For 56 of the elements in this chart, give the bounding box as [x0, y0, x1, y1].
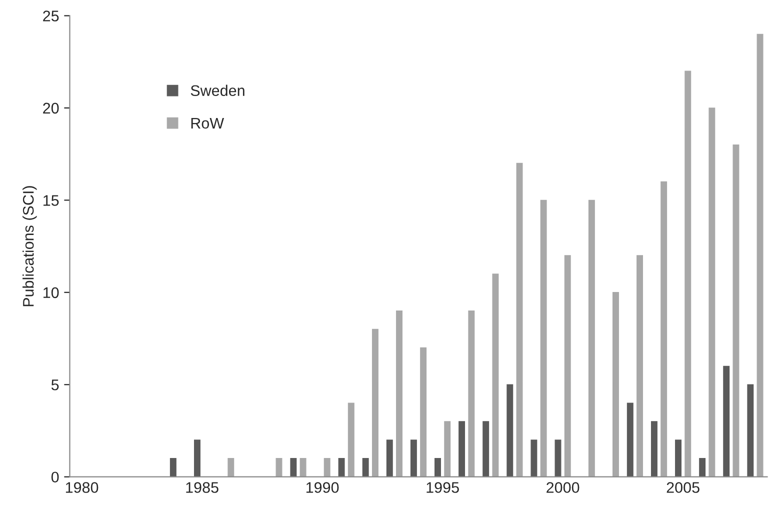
- x-tick-label: 1990: [306, 482, 339, 493]
- x-tick-label: 2000: [546, 482, 580, 493]
- x-tick-label: 1980: [66, 482, 98, 493]
- bar: [324, 458, 330, 477]
- legend-label: RoW: [191, 118, 224, 129]
- x-tick-label: 1995: [426, 482, 459, 493]
- legend-label: Sweden: [190, 84, 244, 96]
- y-tick-label: 0: [51, 472, 59, 483]
- bar: [626, 402, 634, 477]
- bar: [482, 421, 490, 477]
- y-tick-label: 5: [51, 380, 59, 390]
- bar: [588, 200, 595, 477]
- bar: [756, 34, 764, 477]
- bar: [699, 458, 706, 477]
- bar: [420, 347, 427, 477]
- bar: [636, 255, 644, 477]
- x-tick-label: 2005: [666, 482, 700, 493]
- y-tick-label: 20: [43, 102, 59, 114]
- bar: [300, 458, 306, 477]
- bar: [732, 144, 740, 477]
- bar: [338, 458, 345, 477]
- bar: [362, 458, 369, 477]
- bar: [650, 421, 658, 477]
- y-tick-label: 10: [44, 287, 59, 298]
- bar: [372, 328, 378, 477]
- bar: [540, 200, 547, 477]
- bar: [530, 440, 538, 477]
- bar: [747, 384, 754, 477]
- bar: [516, 162, 523, 477]
- bar: [444, 421, 451, 477]
- bar: [396, 310, 402, 477]
- bar: [492, 274, 499, 477]
- bar: [708, 108, 716, 477]
- bar: [290, 458, 297, 477]
- bar: [228, 458, 234, 477]
- bar: [276, 458, 282, 477]
- bar: [170, 458, 176, 477]
- y-tick-label: 15: [44, 195, 59, 206]
- bar: [410, 440, 417, 477]
- bar: [723, 366, 730, 477]
- bar: [348, 402, 354, 477]
- y-tick-label: 25: [43, 10, 59, 22]
- bar: [554, 440, 562, 477]
- bar: [684, 70, 692, 477]
- bar: [506, 384, 514, 477]
- bar: [660, 181, 668, 477]
- bar: [564, 255, 571, 477]
- bar: [194, 440, 200, 477]
- bar: [386, 440, 393, 477]
- y-axis-title: Publications (SCI): [22, 186, 37, 306]
- bar: [612, 292, 619, 477]
- bar: [675, 440, 682, 477]
- x-tick-label: 1985: [186, 482, 218, 493]
- bar: [434, 458, 441, 477]
- bar: [468, 310, 475, 477]
- bar: [458, 421, 466, 477]
